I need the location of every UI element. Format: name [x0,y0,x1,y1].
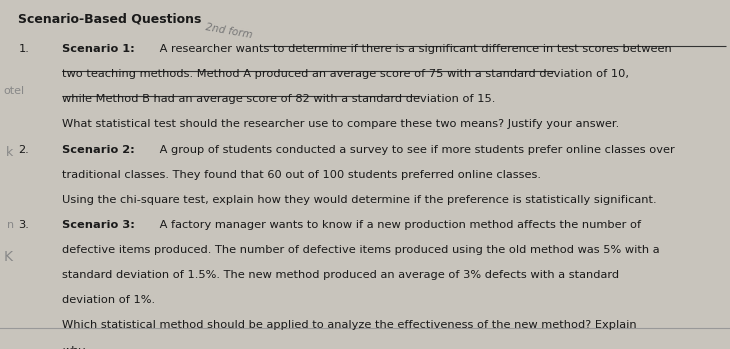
Text: 2nd form: 2nd form [204,22,253,40]
Text: two teaching methods. Method A produced an average score of 75 with a standard d: two teaching methods. Method A produced … [62,69,629,79]
Text: A group of students conducted a survey to see if more students prefer online cla: A group of students conducted a survey t… [156,145,675,155]
Text: n: n [7,220,15,230]
Text: while Method B had an average score of 82 with a standard deviation of 15.: while Method B had an average score of 8… [62,94,496,104]
Text: 1.: 1. [18,44,29,54]
Text: What statistical test should the researcher use to compare these two means? Just: What statistical test should the researc… [62,119,619,129]
Text: Scenario 1:: Scenario 1: [62,44,135,54]
Text: 3.: 3. [18,220,29,230]
Text: Scenario 3:: Scenario 3: [62,220,135,230]
Text: Scenario 2:: Scenario 2: [62,145,135,155]
Text: standard deviation of 1.5%. The new method produced an average of 3% defects wit: standard deviation of 1.5%. The new meth… [62,270,619,280]
Text: Which statistical method should be applied to analyze the effectiveness of the n: Which statistical method should be appli… [62,320,637,331]
Text: deviation of 1%.: deviation of 1%. [62,295,155,305]
Text: defective items produced. The number of defective items produced using the old m: defective items produced. The number of … [62,245,660,255]
Text: otel: otel [4,86,25,96]
Text: Using the chi-square test, explain how they would determine if the preference is: Using the chi-square test, explain how t… [62,195,657,205]
Text: k: k [6,146,13,158]
Text: A researcher wants to determine if there is a significant difference in test sco: A researcher wants to determine if there… [156,44,672,54]
Text: A factory manager wants to know if a new production method affects the number of: A factory manager wants to know if a new… [156,220,641,230]
Text: why.: why. [62,346,88,349]
Text: 2.: 2. [18,145,29,155]
Text: traditional classes. They found that 60 out of 100 students preferred online cla: traditional classes. They found that 60 … [62,170,541,180]
Text: K: K [4,250,12,263]
Text: Scenario-Based Questions: Scenario-Based Questions [18,12,201,25]
